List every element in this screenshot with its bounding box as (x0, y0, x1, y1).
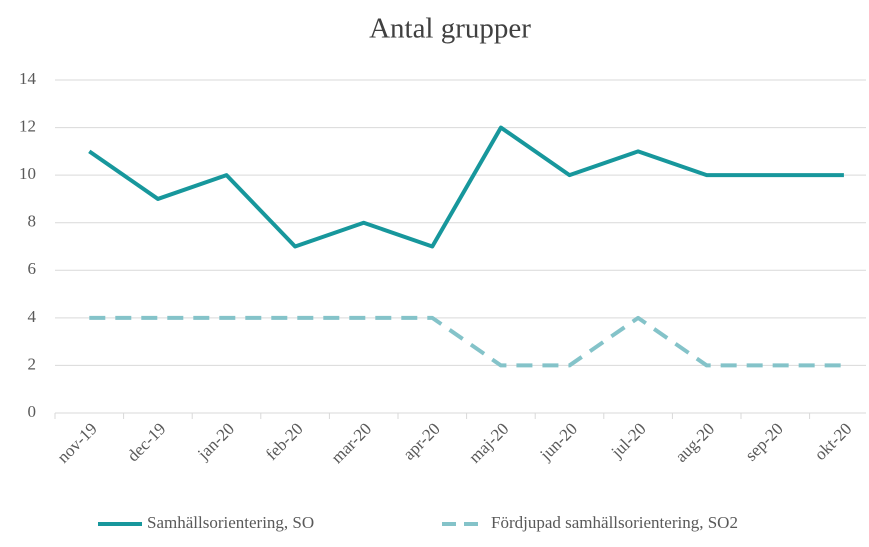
y-tick-label: 14 (19, 69, 37, 88)
y-tick-label: 8 (28, 212, 37, 231)
y-tick-label: 10 (19, 164, 36, 183)
y-tick-label: 6 (28, 259, 37, 278)
x-tick-label: jan-20 (193, 419, 238, 464)
x-tick-label: sep-20 (741, 419, 786, 464)
series-line (89, 315, 844, 368)
y-tick-label: 0 (28, 402, 37, 421)
legend-label: Fördjupad samhällsorientering, SO2 (491, 513, 738, 532)
x-tick-label: feb-20 (262, 419, 307, 464)
series-line (88, 125, 844, 249)
x-tick-label: nov-19 (53, 419, 100, 466)
y-tick-label: 4 (28, 307, 37, 326)
y-tick-label: 12 (19, 116, 36, 135)
chart-title: Antal grupper (369, 13, 531, 45)
y-tick-label: 2 (28, 354, 37, 373)
x-tick-label: jul-20 (607, 419, 650, 462)
x-tick-label: aug-20 (671, 419, 718, 466)
x-tick-label: jun-20 (536, 419, 582, 465)
x-tick-label: maj-20 (465, 419, 512, 466)
legend-label: Samhällsorientering, SO (147, 513, 314, 532)
x-tick-label: mar-20 (327, 419, 375, 467)
x-tick-label: okt-20 (811, 419, 856, 464)
x-tick-label: apr-20 (399, 419, 444, 464)
x-tick-label: dec-19 (123, 419, 169, 465)
